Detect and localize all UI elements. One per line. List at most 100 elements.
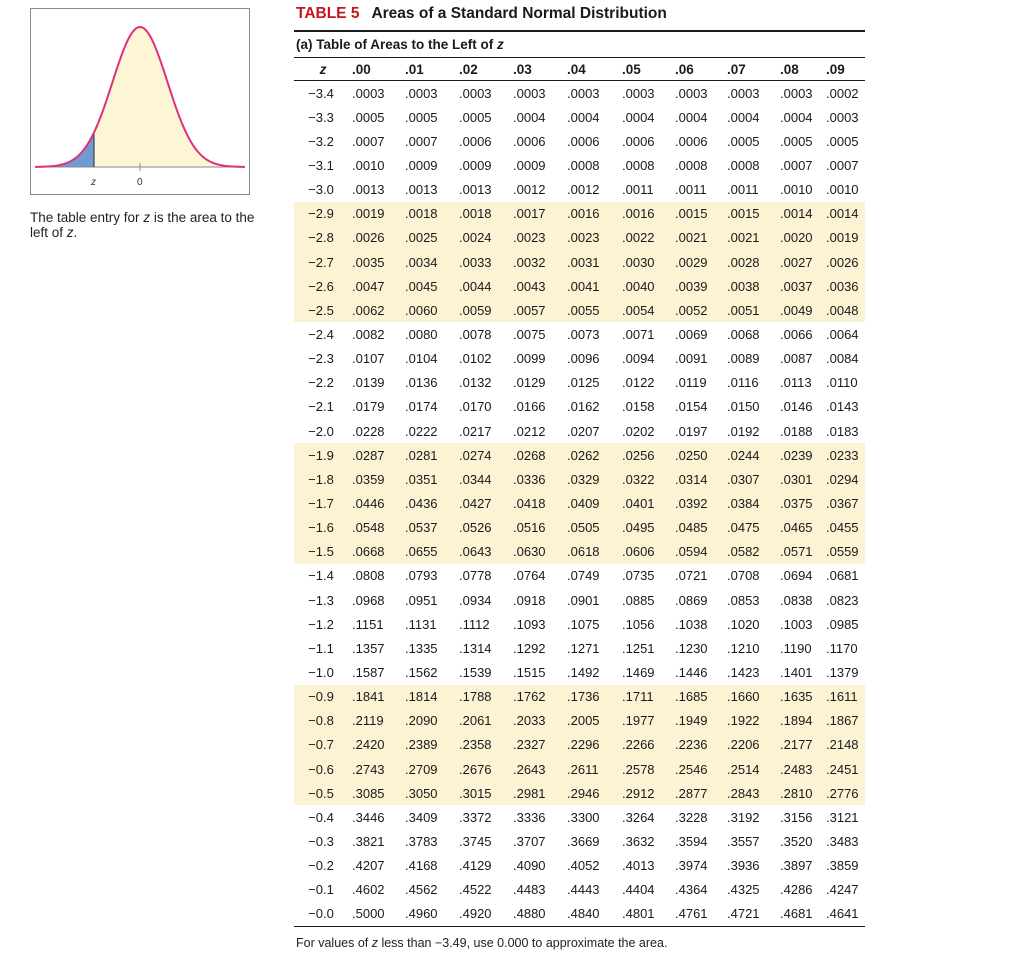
area-cell: .0039 [675, 274, 727, 299]
area-cell: .1867 [826, 708, 865, 733]
area-cell: .1131 [405, 616, 437, 632]
area-cell: .0016 [567, 201, 622, 226]
area-cell: .0003 [780, 85, 813, 101]
area-cell: .0262 [567, 443, 622, 468]
table-name: Areas of a Standard Normal Distribution [371, 5, 667, 22]
z-value-cell: −3.2 [308, 133, 334, 149]
area-cell: .0011 [675, 182, 707, 198]
area-cell: .0030 [622, 249, 675, 275]
area-cell: .0222 [405, 423, 438, 439]
area-cell: .4641 [826, 906, 859, 922]
table-body: −3.4 .0003 .0003 .0003 .0003 .0003 .0003 .0003.… [294, 81, 865, 927]
area-cell: .1151 [352, 616, 384, 632]
table-row: −1.9.0287.0281.0274.0268.0262.0256.0250.… [294, 443, 865, 468]
column-header: .00 [352, 59, 405, 81]
area-cell: .0082 [352, 326, 385, 342]
area-cell: .0034 [405, 249, 459, 275]
z-value-cell: −1.6 [294, 515, 352, 540]
table-row: −3.4 .0003 .0003 .0003 .0003 .0003 .0003 .0003.… [294, 81, 865, 106]
area-cell: .2119 [352, 708, 405, 733]
area-cell: .0018 [405, 201, 459, 226]
area-cell: .3300 [567, 809, 600, 825]
z-value-cell: −3.0 [308, 182, 334, 198]
area-cell: .0643 [459, 539, 513, 564]
area-cell: .0793 [405, 568, 438, 584]
area-cell: .0158 [622, 399, 655, 415]
area-cell: .4801 [622, 906, 655, 922]
table-row: −0.9.1841.1814.1788.1762.1736.1711.1685.… [294, 684, 865, 709]
area-cell: .1335 [405, 640, 438, 656]
column-header: .05 [622, 59, 675, 81]
area-cell: .1685 [675, 684, 727, 709]
area-cell: .0256 [622, 443, 675, 468]
table-row: −3.0 .0013 .0013 .0013 .0012 .0012 .0011 .0011.… [294, 178, 865, 202]
area-cell: .0004 [567, 109, 600, 125]
area-cell: .0102 [459, 351, 492, 367]
area-cell: .1587 [352, 664, 385, 680]
area-cell: .3228 [675, 809, 708, 825]
area-cell: .0011 [622, 182, 654, 198]
area-cell: .0003 [675, 85, 708, 101]
area-cell: .2643 [513, 756, 567, 782]
z-value-cell: −0.4 [308, 809, 334, 825]
caption-z-2: z [66, 225, 74, 240]
area-cell: .0009 [513, 157, 546, 173]
area-cell: .1357 [352, 640, 385, 656]
normal-curve-line [34, 25, 246, 168]
area-cell: .2676 [459, 756, 513, 782]
area-cell: .3897 [780, 858, 813, 874]
area-cell: .1075 [567, 616, 600, 632]
area-cell: .0004 [727, 109, 760, 125]
area-cell: .4090 [513, 858, 546, 874]
z-value-cell: −0.2 [308, 858, 334, 874]
area-cell: .1469 [622, 664, 655, 680]
area-cell: .0918 [513, 592, 546, 608]
area-cell: .3745 [459, 833, 492, 849]
table-row: −0.3 .3821 .3783 .3745 .3707 .3669 .3632 .3594.… [294, 829, 865, 853]
area-cell: .0129 [513, 375, 546, 391]
area-cell: .0179 [352, 399, 385, 415]
area-cell: .0003 [826, 109, 859, 125]
area-cell: .0162 [567, 399, 600, 415]
z-value-cell: −0.8 [294, 708, 352, 733]
area-cell: .0618 [567, 539, 622, 564]
z-value-cell: −0.7 [294, 732, 352, 757]
area-cell: .1562 [405, 664, 438, 680]
area-cell: .0197 [675, 423, 708, 439]
area-cell: .1251 [622, 640, 655, 656]
area-cell: .3336 [513, 809, 546, 825]
area-cell: .0054 [622, 298, 675, 323]
area-cell: .4761 [675, 906, 708, 922]
area-cell: .0228 [352, 423, 385, 439]
area-cell: .0005 [352, 109, 385, 125]
area-cell: .0336 [513, 467, 567, 492]
area-cell: .0392 [675, 491, 727, 516]
area-cell: .0778 [459, 568, 492, 584]
area-cell: .1093 [513, 616, 546, 632]
area-cell: .0003 [567, 85, 600, 101]
area-cell: .0119 [675, 375, 707, 391]
area-cell: .2981 [513, 781, 567, 806]
area-cell: .3520 [780, 833, 813, 849]
area-cell: .3594 [675, 833, 708, 849]
area-cell: .0010 [780, 182, 813, 198]
area-cell: .0139 [352, 375, 385, 391]
table-row: −2.8.0026.0025.0024.0023.0023.0022.0021.… [294, 225, 865, 250]
z-value-cell: −2.8 [294, 225, 352, 250]
area-cell: .0446 [352, 491, 405, 516]
area-cell: .4129 [459, 858, 492, 874]
area-cell: .0359 [352, 467, 405, 492]
z-value-cell: −0.5 [294, 781, 352, 806]
area-cell: .0505 [567, 515, 622, 540]
z-value-cell: −1.9 [294, 443, 352, 468]
area-cell: .0060 [405, 298, 459, 323]
area-cell: .1423 [727, 664, 760, 680]
column-header: .02 [459, 59, 513, 81]
area-cell: .0885 [622, 592, 655, 608]
area-cell: .0040 [622, 274, 675, 299]
area-cell: .0026 [352, 225, 405, 250]
area-cell: .1271 [567, 640, 600, 656]
caption-suffix: . [73, 225, 78, 240]
area-cell: .4325 [727, 882, 760, 898]
z-value-cell: −3.4 [308, 85, 334, 101]
